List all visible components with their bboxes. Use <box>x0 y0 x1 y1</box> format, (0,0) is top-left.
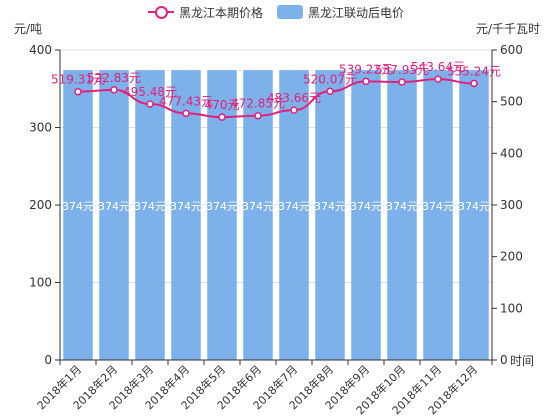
line-point <box>218 113 226 121</box>
bar-data-label: 374元 <box>350 200 382 213</box>
bar-series-swatch-icon <box>277 5 304 19</box>
right-axis-tick-label: 100 <box>500 301 523 315</box>
line-data-label: 543.64元 <box>411 60 465 74</box>
line-data-label: 472.85元 <box>231 97 285 111</box>
bar <box>459 70 489 361</box>
bar-data-label: 374元 <box>314 200 346 213</box>
bar <box>423 70 453 361</box>
line-point <box>146 100 154 108</box>
bar-data-label: 374元 <box>206 200 238 213</box>
bar-data-label: 374元 <box>458 200 490 213</box>
line-point <box>398 78 406 86</box>
line-data-label: 520.07元 <box>303 72 357 86</box>
line-data-label: 483.66元 <box>267 91 321 105</box>
line-point <box>254 111 262 120</box>
line-series-path <box>77 78 475 119</box>
right-axis-unit: 元/千千瓦时 <box>475 22 540 36</box>
line-data-label: 495.48元 <box>123 85 177 99</box>
legend: 黑龙江本期价格 黑龙江联动后电价 <box>148 3 418 21</box>
line-point <box>434 75 442 83</box>
line-data-label: 470元 <box>205 98 240 112</box>
bar-data-label: 374元 <box>422 200 454 213</box>
left-axis-unit: 元/吨 <box>14 22 43 36</box>
bar <box>63 70 93 361</box>
left-axis-tick-label: 100 <box>29 276 52 290</box>
bar <box>279 70 309 361</box>
bar-data-label: 374元 <box>278 200 310 213</box>
legend-line-label: 黑龙江本期价格 <box>179 5 264 20</box>
left-axis-tick-label: 0 <box>44 353 52 367</box>
right-axis-tick-label: 200 <box>500 250 523 264</box>
line-point <box>182 109 190 118</box>
left-axis-tick-label: 400 <box>29 43 52 57</box>
line-series-swatch-icon <box>148 5 174 19</box>
bar <box>99 70 129 361</box>
line-point <box>290 106 298 114</box>
line-data-label: 519.31元 <box>51 73 105 87</box>
line-data-label: 535.24元 <box>447 64 501 78</box>
bar <box>387 70 417 361</box>
bar-data-label: 374元 <box>62 200 94 213</box>
line-point <box>74 87 82 96</box>
legend-item-line[interactable]: 黑龙江本期价格 <box>148 4 263 21</box>
right-axis-tick-label: 600 <box>500 43 523 57</box>
left-axis-tick-label: 300 <box>29 121 52 135</box>
line-data-label: 477.43元 <box>159 94 213 108</box>
legend-item-bar[interactable]: 黑龙江联动后电价 <box>277 4 404 21</box>
bar-data-label: 374元 <box>386 200 418 213</box>
bar-data-label: 374元 <box>170 200 202 213</box>
right-axis-tick-label: 400 <box>500 146 523 160</box>
x-axis-unit: 时间 <box>510 354 535 368</box>
line-point <box>470 79 478 88</box>
bar <box>171 70 201 361</box>
bar-data-label: 374元 <box>242 200 274 213</box>
line-data-label: 522.83元 <box>87 71 141 85</box>
bar <box>351 70 381 361</box>
bar-data-label: 374元 <box>134 200 166 213</box>
line-data-label: 539.22元 <box>339 62 393 76</box>
legend-bar-label: 黑龙江联动后电价 <box>308 5 405 20</box>
bar-data-label: 374元 <box>98 200 130 213</box>
right-axis-tick-label: 0 <box>500 353 508 367</box>
bar <box>315 70 345 361</box>
line-data-label: 537.95元 <box>375 63 429 77</box>
left-axis-tick-label: 200 <box>29 198 52 212</box>
line-point <box>110 86 118 94</box>
bar <box>135 70 165 361</box>
right-axis-tick-label: 300 <box>500 198 523 212</box>
right-axis-tick-label: 500 <box>500 95 523 109</box>
line-point <box>362 77 370 86</box>
line-point <box>326 87 334 96</box>
